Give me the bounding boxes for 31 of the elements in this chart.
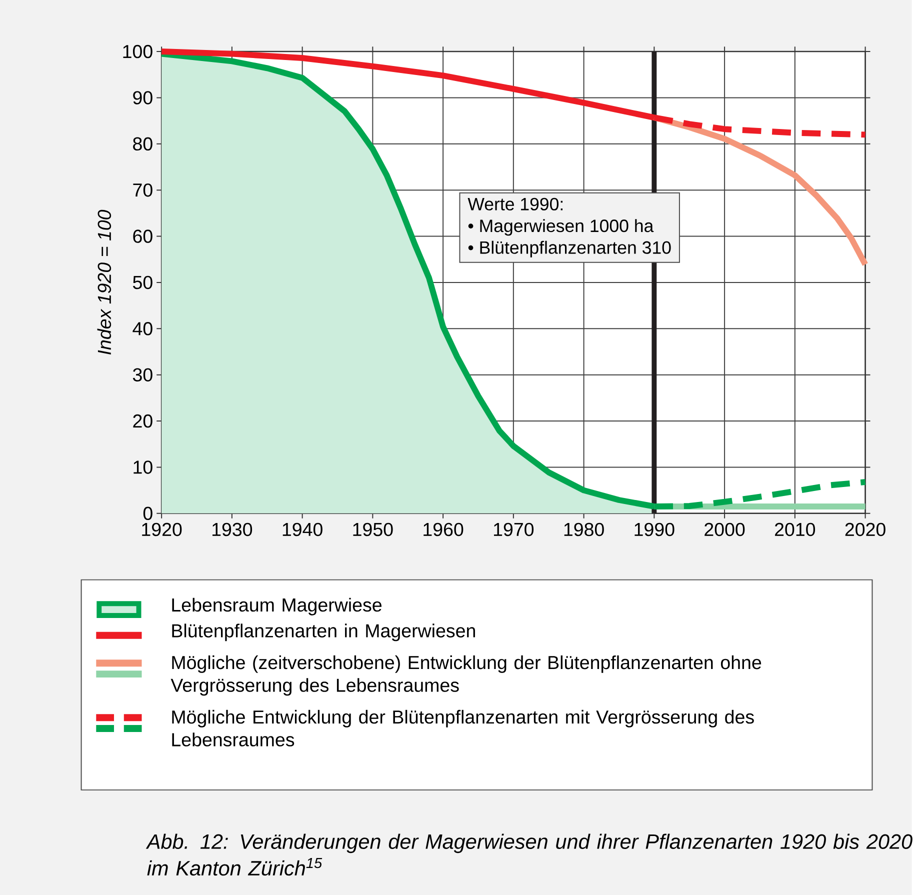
y-tick-label: 70 [133, 183, 152, 197]
legend-label: Mögliche Entwicklung der Blütenpflanzenarten mit Vergrösserung des Lebensraumes [172, 710, 754, 746]
y-axis-title: Index 1920 = 100 [97, 210, 112, 354]
y-tick-label: 40 [132, 322, 152, 336]
x-tick-label: 2000 [704, 522, 745, 536]
caption: Abb. 12: Veränderungen der Magerwiesen und ihrer Pflanzenarten 1920 bis 2020 im Kanton Zürich$^{15}$ [146, 834, 912, 876]
legend-label: Lebensraum Magerwiese [172, 598, 382, 616]
x-tick-label: 1920 [142, 522, 182, 536]
x-tick-label: 1970 [494, 522, 534, 536]
x-tick-label: 1990 [634, 522, 674, 536]
annotation: • Magerwiesen 1000 ha [468, 219, 654, 236]
y-tick-label: 50 [132, 276, 152, 290]
legend-label: Mögliche (zeitverschobene) Entwicklung der Blütenpflanzenarten ohne Vergrösserung des Lebensraumes [170, 655, 762, 696]
y-tick-label: 0 [143, 506, 152, 520]
y-tick-label: 100 [123, 44, 152, 58]
y-tick-label: 80 [133, 137, 152, 151]
y-tick-label: 60 [133, 230, 152, 243]
legend-label: Blütenpflanzenarten in Magerwiesen [172, 624, 475, 642]
y-tick-label: 90 [133, 91, 152, 104]
x-tick-label: 2020 [845, 522, 886, 536]
x-tick-label: 1950 [353, 522, 393, 536]
y-tick-label: 20 [133, 414, 152, 428]
y-tick-label: 10 [134, 460, 152, 474]
x-tick-label: 1960 [424, 522, 464, 536]
annotation: Werte 1990: [468, 198, 563, 210]
annotation: • Blütenpflanzenarten 310 [468, 240, 671, 258]
x-tick-label: 2010 [774, 522, 816, 536]
x-tick-label: 1940 [282, 522, 322, 536]
x-tick-label: 1980 [564, 522, 604, 536]
x-tick-label: 1930 [212, 522, 252, 536]
y-tick-label: 30 [132, 368, 152, 382]
